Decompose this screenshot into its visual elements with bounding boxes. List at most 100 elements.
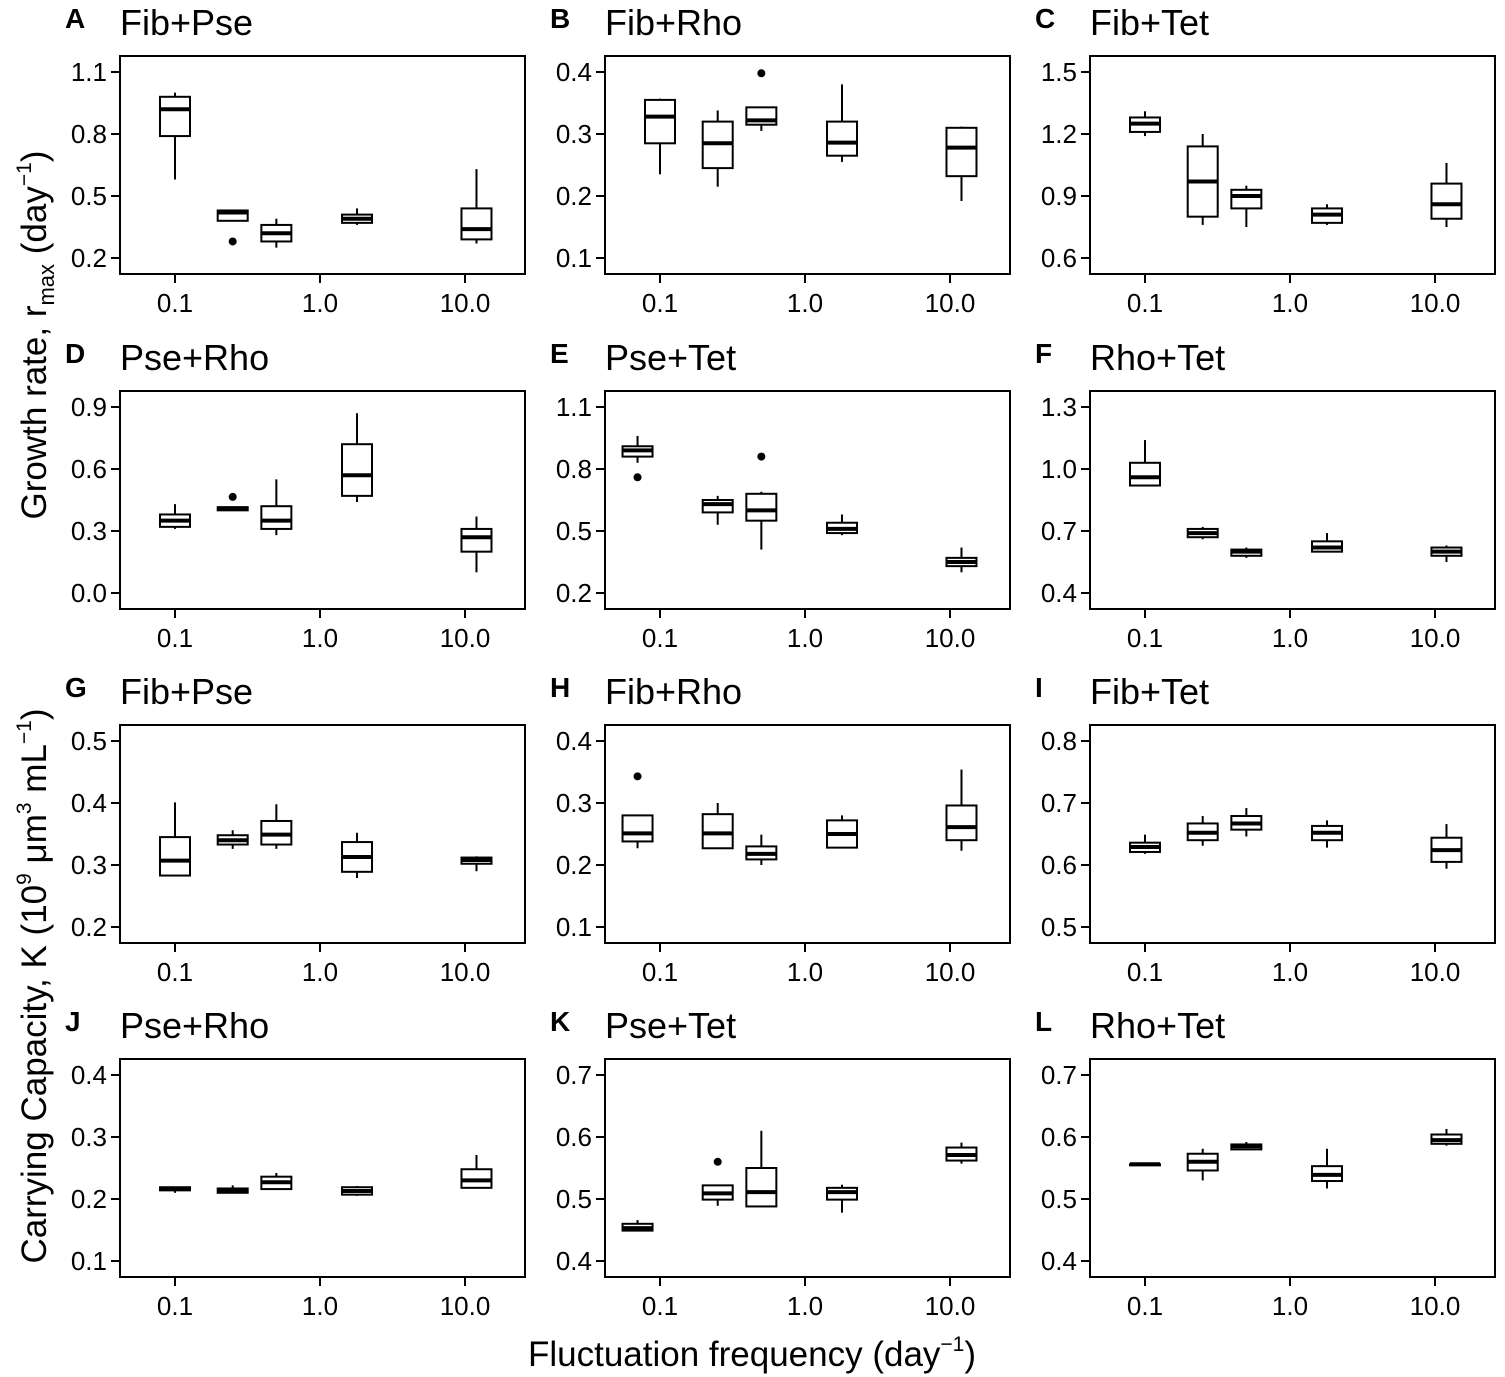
box-iqr xyxy=(826,120,859,157)
x-tick-label: 10.0 xyxy=(925,1291,976,1321)
box xyxy=(945,547,978,573)
plot-frame xyxy=(1089,1058,1496,1278)
x-tick-label: 0.1 xyxy=(1127,957,1163,987)
box xyxy=(1230,547,1263,558)
box-iqr xyxy=(1129,461,1161,487)
box-iqr xyxy=(216,209,249,222)
x-tick-label: 1.0 xyxy=(302,1291,338,1321)
y-tick-label: 0.6 xyxy=(1041,850,1077,880)
panel-title: Fib+Rho xyxy=(605,2,742,43)
box xyxy=(216,492,249,512)
box-iqr xyxy=(945,126,978,178)
box xyxy=(1311,204,1344,225)
panel-title: Fib+Pse xyxy=(120,2,253,43)
y-tick-label: 0.4 xyxy=(556,726,592,756)
panel-title: Fib+Pse xyxy=(120,671,253,712)
box xyxy=(826,1184,859,1213)
box xyxy=(159,504,191,529)
y-tick-label: 0.4 xyxy=(71,788,107,818)
x-tick-label: 10.0 xyxy=(1410,623,1461,653)
y-tick-label: 0.9 xyxy=(71,392,107,422)
box xyxy=(260,218,293,248)
box xyxy=(1430,545,1463,562)
y-tick-label: 1.0 xyxy=(1041,454,1077,484)
outlier-point xyxy=(228,492,237,501)
panel-letter: L xyxy=(1035,1006,1052,1037)
box-iqr xyxy=(745,492,778,522)
box xyxy=(745,834,778,865)
x-tick-label: 0.1 xyxy=(642,957,678,987)
panel-e: E Pse+Tet 0.2 0.5 0.8 1.1 0.1 1.0 10.0 xyxy=(550,337,1011,653)
panel-l: L Rho+Tet 0.4 0.5 0.6 0.7 0.1 1.0 10.0 xyxy=(1035,1005,1496,1321)
outlier-point xyxy=(757,69,766,78)
y-tick-label: 0.7 xyxy=(556,1060,592,1090)
x-tick-label: 1.0 xyxy=(787,623,823,653)
box xyxy=(1230,1141,1263,1151)
panel-title: Rho+Tet xyxy=(1090,1005,1225,1046)
y-tick-label: 0.5 xyxy=(556,1184,592,1214)
plot-frame xyxy=(1089,390,1496,610)
y-tick-label: 1.5 xyxy=(1041,57,1077,87)
y-tick-label: 0.2 xyxy=(71,912,107,942)
panel-letter: A xyxy=(65,3,85,34)
x-tick-label: 0.1 xyxy=(157,288,193,318)
x-tick-label: 10.0 xyxy=(440,1291,491,1321)
y-tick-label: 0.8 xyxy=(71,119,107,149)
box-iqr xyxy=(1230,188,1263,210)
x-tick-label: 1.0 xyxy=(1272,288,1308,318)
panel-title: Pse+Tet xyxy=(605,1005,736,1046)
box xyxy=(260,1172,293,1191)
box-iqr xyxy=(621,814,654,843)
box-iqr xyxy=(701,499,734,514)
x-tick-label: 0.1 xyxy=(157,1291,193,1321)
box xyxy=(1186,816,1219,846)
box xyxy=(745,452,778,550)
panel-letter: C xyxy=(1035,3,1055,34)
box xyxy=(1186,134,1219,225)
y-tick-label: 0.2 xyxy=(71,1184,107,1214)
panel-letter: G xyxy=(65,672,87,703)
box xyxy=(460,1154,493,1189)
y-tick-label: 1.1 xyxy=(71,57,107,87)
box xyxy=(1430,162,1463,227)
panel-i: I Fib+Tet 0.5 0.6 0.7 0.8 0.1 1.0 10.0 xyxy=(1035,671,1496,987)
panel-letter: D xyxy=(65,338,85,369)
outlier-point xyxy=(757,452,766,461)
box xyxy=(701,1157,734,1206)
panel-f: F Rho+Tet 0.4 0.7 1.0 1.3 0.1 1.0 10.0 xyxy=(1035,337,1496,653)
plot-frame xyxy=(119,55,526,275)
panels: A Fib+Pse 0.2 0.5 0.8 1.1 0.1 1.0 10.0 B Fib+Rho 0.… xyxy=(65,2,1496,1321)
y-tick-label: 0.5 xyxy=(1041,912,1077,942)
box xyxy=(159,92,191,180)
panel-d: D Pse+Rho 0.0 0.3 0.6 0.9 0.1 1.0 10.0 xyxy=(65,337,526,653)
x-tick-label: 1.0 xyxy=(787,1291,823,1321)
plot-frame xyxy=(1089,55,1496,275)
y-tick-label: 0.6 xyxy=(1041,243,1077,273)
y-tick-label: 0.3 xyxy=(71,850,107,880)
box xyxy=(341,1185,374,1196)
box xyxy=(1311,820,1344,848)
y-tick-label: 0.8 xyxy=(556,454,592,484)
x-tick-label: 1.0 xyxy=(1272,957,1308,987)
box xyxy=(644,98,676,175)
y-tick-label: 0.9 xyxy=(1041,181,1077,211)
x-tick-label: 10.0 xyxy=(925,288,976,318)
box xyxy=(1186,1148,1219,1181)
y-tick-label: 1.3 xyxy=(1041,392,1077,422)
box xyxy=(159,802,191,877)
y-tick-label: 0.2 xyxy=(556,181,592,211)
plot-frame xyxy=(604,724,1011,944)
plot-frame xyxy=(604,390,1011,610)
box xyxy=(1230,185,1263,227)
x-tick-label: 10.0 xyxy=(925,957,976,987)
y-tick-label: 0.1 xyxy=(556,912,592,942)
panel-b: B Fib+Rho 0.1 0.2 0.3 0.4 0.1 1.0 10.0 xyxy=(550,2,1011,318)
box xyxy=(701,110,734,187)
panel-title: Rho+Tet xyxy=(1090,337,1225,378)
y-tick-label: 0.3 xyxy=(71,516,107,546)
box xyxy=(945,1142,978,1164)
box-iqr xyxy=(159,836,191,877)
outlier-point xyxy=(713,1157,722,1166)
x-tick-label: 10.0 xyxy=(440,288,491,318)
y-tick-label: 0.0 xyxy=(71,578,107,608)
